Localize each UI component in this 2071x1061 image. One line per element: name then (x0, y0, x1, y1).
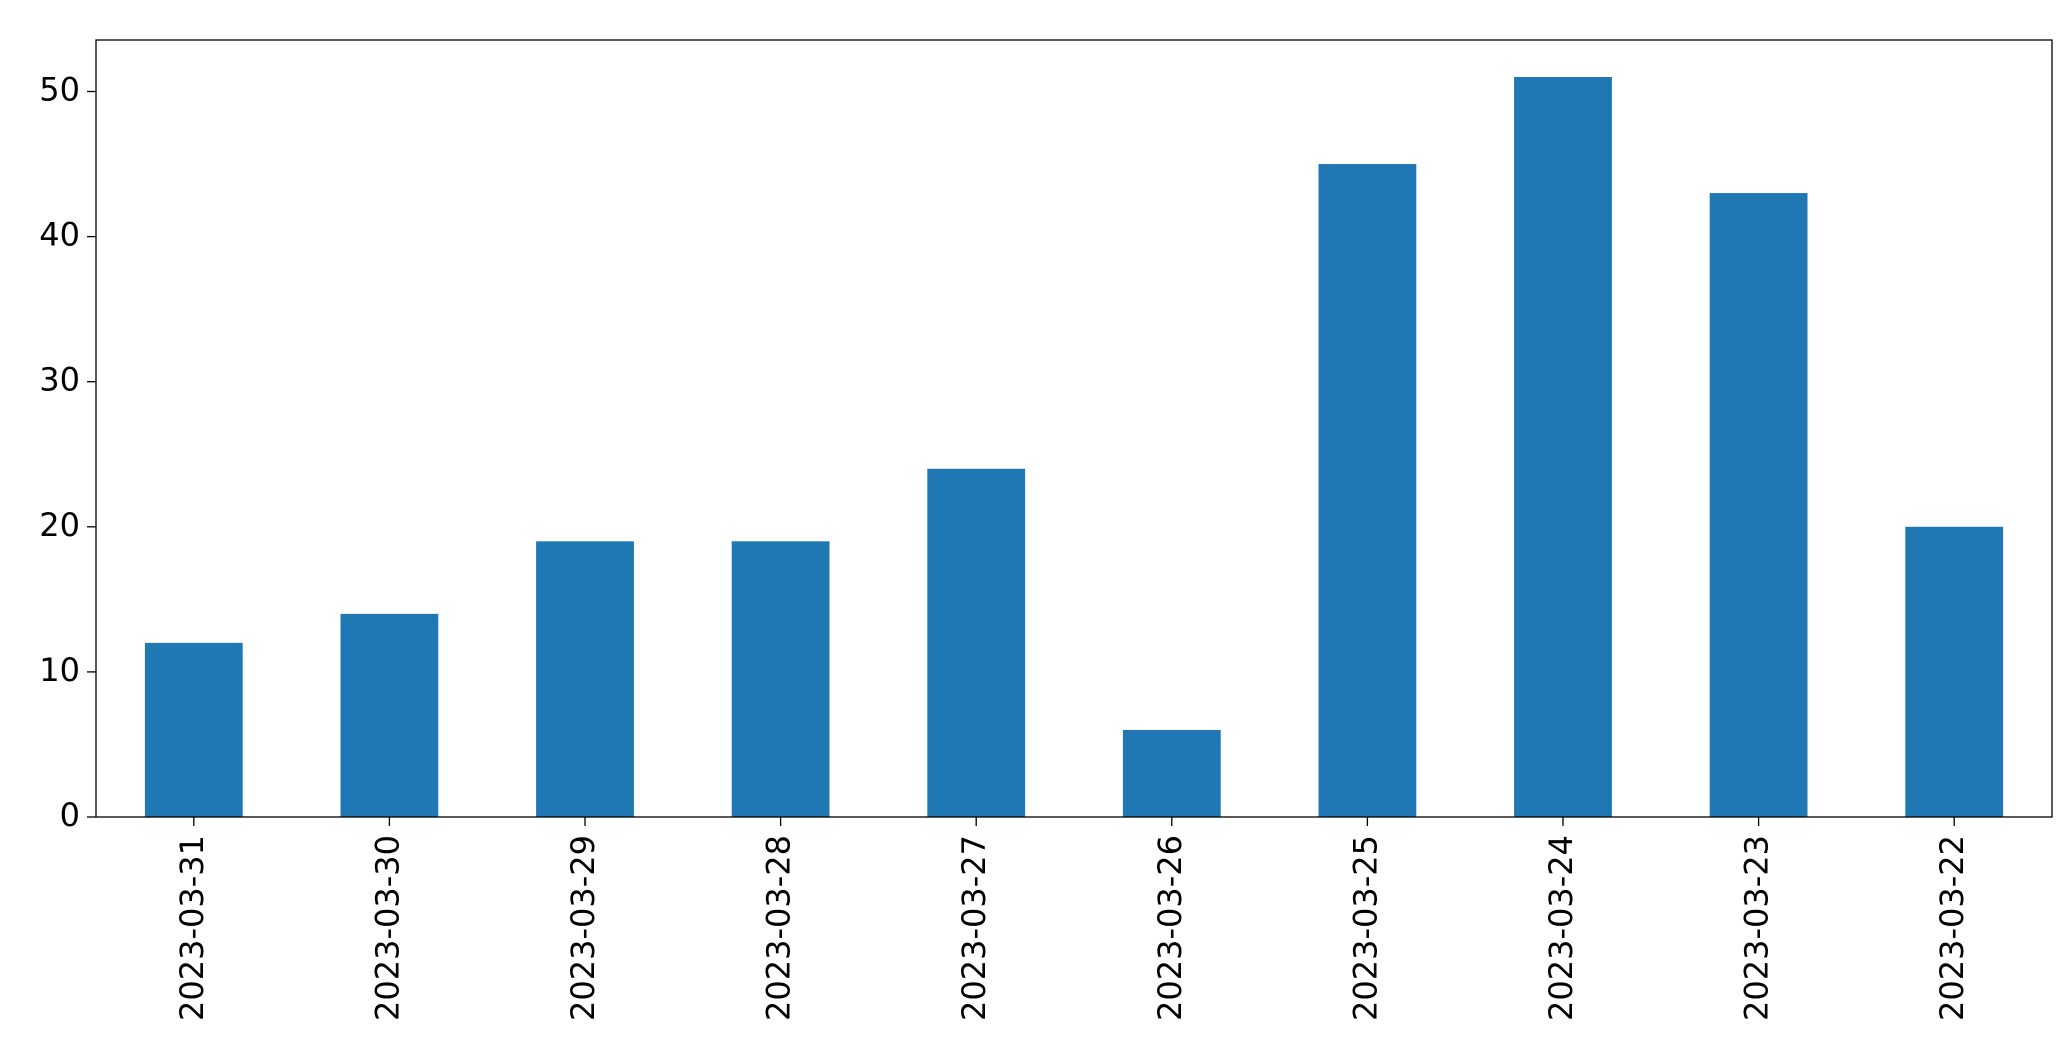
bar (340, 613, 439, 817)
y-tick-label: 50 (39, 71, 80, 109)
x-tick-label: 2023-03-23 (1738, 835, 1776, 1021)
bar (1318, 164, 1417, 817)
y-tick-label: 20 (39, 506, 80, 544)
y-tick-label: 0 (60, 796, 80, 834)
x-tick-label: 2023-03-31 (173, 835, 211, 1021)
bar (731, 541, 830, 817)
bar (536, 541, 634, 817)
x-tick-label: 2023-03-28 (760, 835, 798, 1021)
bar (1514, 77, 1612, 817)
x-tick-label: 2023-03-30 (368, 835, 406, 1021)
bar (1905, 526, 2004, 817)
y-tick-label: 10 (39, 651, 80, 689)
x-tick-label: 2023-03-27 (955, 835, 993, 1021)
bar (1122, 729, 1221, 817)
bar (927, 468, 1026, 817)
x-tick-label: 2023-03-25 (1346, 835, 1384, 1021)
y-tick-label: 30 (39, 361, 80, 399)
x-tick-label: 2023-03-24 (1542, 835, 1580, 1021)
plot-frame (95, 39, 2053, 818)
x-tick-label: 2023-03-22 (1933, 835, 1971, 1021)
bar (1709, 193, 1808, 817)
y-tick-label: 40 (39, 216, 80, 254)
x-tick-label: 2023-03-29 (564, 835, 602, 1021)
x-tick-label: 2023-03-26 (1151, 835, 1189, 1021)
bar (144, 642, 243, 817)
